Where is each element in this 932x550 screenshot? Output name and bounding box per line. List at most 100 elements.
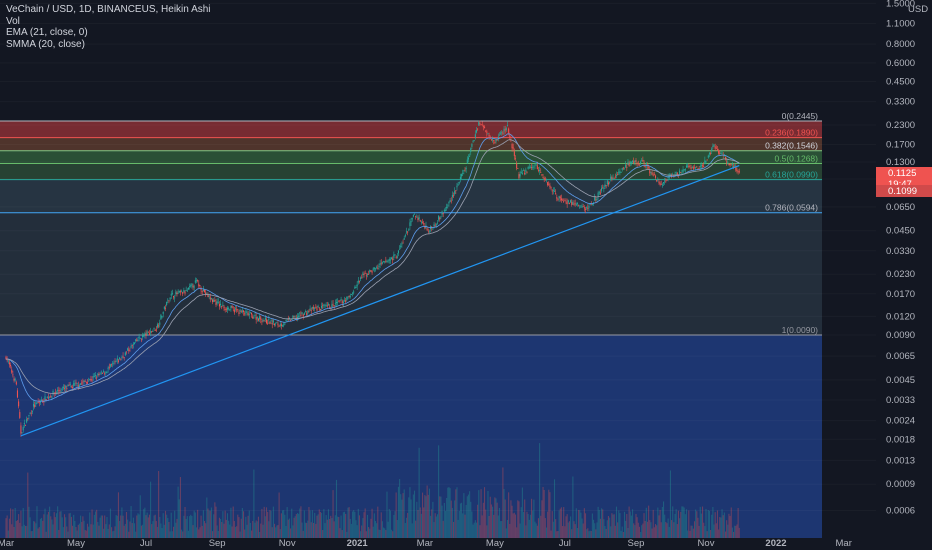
chart-legend: VeChain / USD, 1D, BINANCEUS, Heikin Ash… <box>6 4 211 50</box>
volume-bar <box>528 519 530 538</box>
candle-body <box>26 419 28 423</box>
volume-bar <box>519 523 521 538</box>
volume-bar <box>353 510 355 538</box>
candle-body <box>319 309 321 311</box>
candle-body <box>552 190 554 191</box>
candle-body <box>201 291 203 292</box>
candle-body <box>347 296 349 298</box>
time-tick-label: Mar <box>0 538 14 549</box>
volume-bar <box>238 517 240 538</box>
time-axis[interactable]: Mar May Jul Sep Nov 2021 Mar May Jul Sep Nov 2022 Ma… <box>0 538 852 549</box>
legend-title[interactable]: VeChain / USD, 1D, BINANCEUS, Heikin Ash… <box>6 4 211 15</box>
volume-bar <box>172 526 175 538</box>
candle-body <box>527 166 529 169</box>
volume-bar <box>387 521 389 538</box>
volume-bar <box>676 524 678 538</box>
volume-bar <box>146 512 148 538</box>
volume-bar <box>346 531 348 538</box>
candle-body <box>106 372 108 374</box>
candle-body <box>259 316 261 320</box>
volume-bar <box>275 527 277 538</box>
candle-body <box>521 173 523 174</box>
volume-bar <box>474 520 476 538</box>
candle-body <box>371 271 373 273</box>
volume-bar <box>443 503 445 538</box>
candle-body <box>545 179 548 181</box>
volume-bar <box>397 486 400 538</box>
volume-bar <box>671 520 673 538</box>
price-tick-label: 0.0018 <box>886 434 915 445</box>
candle-body <box>720 152 722 154</box>
volume-bar <box>136 515 138 538</box>
candle-body <box>362 273 364 275</box>
volume-bar <box>636 517 638 538</box>
volume-bar <box>706 531 708 538</box>
volume-bar <box>734 525 736 538</box>
volume-bar <box>139 495 141 538</box>
volume-bar <box>123 525 125 538</box>
volume-bar <box>607 516 610 538</box>
volume-bar <box>339 528 341 538</box>
candle-body <box>455 190 457 191</box>
volume-bar <box>97 521 99 538</box>
candle-body <box>241 310 243 312</box>
candle-body <box>76 383 78 384</box>
volume-bar <box>162 513 164 538</box>
volume-bar <box>610 526 612 538</box>
volume-bar <box>656 525 658 538</box>
volume-bar <box>203 521 206 538</box>
candle-body <box>62 386 64 389</box>
legend-ema[interactable]: EMA (21, close, 0) <box>6 27 88 38</box>
volume-bar <box>522 512 525 538</box>
volume-bar <box>391 529 393 538</box>
candle-body <box>502 132 504 134</box>
volume-bar <box>202 510 204 538</box>
candle-body <box>714 146 716 149</box>
candle-body <box>623 168 626 170</box>
volume-bar <box>494 497 496 538</box>
candles[interactable] <box>5 120 740 437</box>
volume-bar <box>230 507 232 538</box>
volume-bar <box>14 507 16 538</box>
candle-body <box>687 165 689 167</box>
volume-bar <box>702 506 704 538</box>
volume-bar <box>39 518 41 538</box>
candle-body <box>355 287 357 288</box>
volume-bar <box>681 506 683 538</box>
candle-body <box>8 362 10 365</box>
volume-bar <box>529 514 531 538</box>
volume-bar <box>169 531 171 538</box>
candle-body <box>550 187 552 189</box>
candle-body <box>105 371 107 373</box>
candle-body <box>270 320 272 322</box>
price-axis[interactable]: 1.5000 1.1000 0.8000 0.6000 0.4500 0.3300 0.23… <box>876 0 932 550</box>
volume-bar <box>61 517 63 538</box>
candle-body <box>447 205 449 207</box>
fibonacci-retracement[interactable]: 0(0.2445) 0.236(0.1890) 0.382(0.1546) 0.5(0… <box>0 111 822 538</box>
candle-body <box>715 147 717 149</box>
price-tick-label: 0.0090 <box>886 330 915 341</box>
volume-bar <box>654 524 657 538</box>
legend-smma[interactable]: SMMA (20, close) <box>6 38 85 50</box>
trendline[interactable] <box>20 164 740 437</box>
volume-bar <box>434 513 436 538</box>
candle-body <box>611 177 613 179</box>
candle-body <box>462 173 464 174</box>
volume-bar <box>626 513 628 538</box>
candle-body <box>58 390 60 392</box>
volume-bar <box>472 524 474 538</box>
candle-body <box>38 402 40 404</box>
candle-body <box>325 304 327 306</box>
candle-body <box>396 256 398 258</box>
candle-body <box>564 200 566 201</box>
volume-bar <box>403 489 405 538</box>
legend-volume[interactable]: Vol <box>6 15 20 27</box>
candle-body <box>727 162 729 164</box>
volume-bar <box>135 531 137 538</box>
candle-body <box>68 384 70 386</box>
support-trendline[interactable] <box>20 164 740 437</box>
candle-body <box>206 292 208 294</box>
volume-bar <box>270 510 272 538</box>
volume-bar <box>688 510 690 538</box>
